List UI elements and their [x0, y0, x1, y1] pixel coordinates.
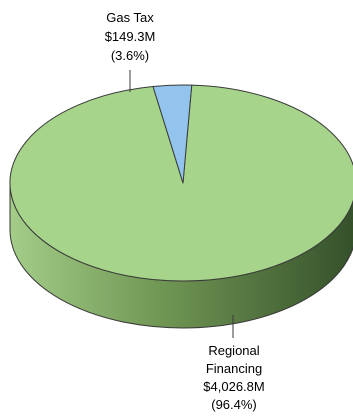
pie-slice-gas-tax — [152, 84, 193, 184]
slice-label-regional-financing-value: $4,026.8M — [203, 379, 264, 394]
slice-label-regional-financing-line2: Financing — [206, 361, 262, 376]
slice-label-regional-financing-line1: Regional — [208, 343, 259, 358]
slice-label-regional-financing-percent: (96.4%) — [211, 397, 257, 412]
slice-label-gas-tax-percent: (3.6%) — [111, 48, 149, 63]
pie-slice-regional-financing — [9, 84, 353, 282]
slice-label-gas-tax-name: Gas Tax — [106, 10, 154, 25]
slice-label-gas-tax-value: $149.3M — [105, 29, 156, 44]
